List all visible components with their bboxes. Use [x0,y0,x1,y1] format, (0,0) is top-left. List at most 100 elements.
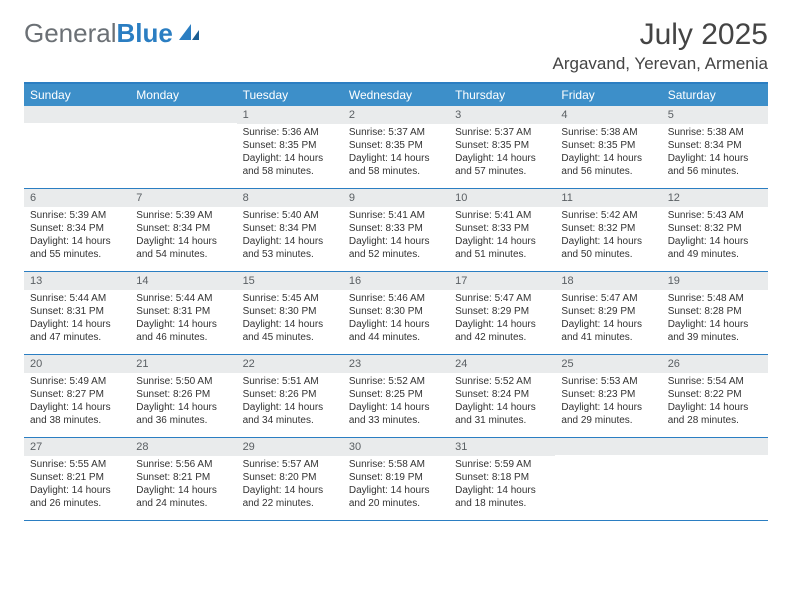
day-body: Sunrise: 5:55 AMSunset: 8:21 PMDaylight:… [24,456,130,514]
day-line: Sunrise: 5:38 AM [561,126,655,139]
day-line: Sunset: 8:33 PM [455,222,549,235]
day-line: Daylight: 14 hours [455,401,549,414]
day-cell: 5Sunrise: 5:38 AMSunset: 8:34 PMDaylight… [662,106,768,188]
day-line: and 56 minutes. [668,165,762,178]
day-body: Sunrise: 5:41 AMSunset: 8:33 PMDaylight:… [449,207,555,265]
day-cell: 6Sunrise: 5:39 AMSunset: 8:34 PMDaylight… [24,189,130,271]
day-line: Sunset: 8:35 PM [243,139,337,152]
day-cell: 9Sunrise: 5:41 AMSunset: 8:33 PMDaylight… [343,189,449,271]
day-cell: 19Sunrise: 5:48 AMSunset: 8:28 PMDayligh… [662,272,768,354]
day-line: Daylight: 14 hours [668,401,762,414]
day-line: Sunset: 8:19 PM [349,471,443,484]
day-body: Sunrise: 5:54 AMSunset: 8:22 PMDaylight:… [662,373,768,431]
day-line: Daylight: 14 hours [30,484,124,497]
day-line: Sunrise: 5:56 AM [136,458,230,471]
day-body [24,123,130,129]
day-cell: 27Sunrise: 5:55 AMSunset: 8:21 PMDayligh… [24,438,130,520]
day-cell: 23Sunrise: 5:52 AMSunset: 8:25 PMDayligh… [343,355,449,437]
day-line: Sunrise: 5:53 AM [561,375,655,388]
day-line: Daylight: 14 hours [668,235,762,248]
dow-wednesday: Wednesday [343,84,449,106]
day-body: Sunrise: 5:59 AMSunset: 8:18 PMDaylight:… [449,456,555,514]
day-number [555,438,661,455]
day-line: and 57 minutes. [455,165,549,178]
day-line: Sunrise: 5:45 AM [243,292,337,305]
day-cell: 22Sunrise: 5:51 AMSunset: 8:26 PMDayligh… [237,355,343,437]
dow-monday: Monday [130,84,236,106]
day-cell: 4Sunrise: 5:38 AMSunset: 8:35 PMDaylight… [555,106,661,188]
day-line: Sunrise: 5:43 AM [668,209,762,222]
day-line: Sunset: 8:34 PM [243,222,337,235]
week-row: 6Sunrise: 5:39 AMSunset: 8:34 PMDaylight… [24,189,768,272]
day-number: 31 [449,438,555,456]
day-line: Sunrise: 5:50 AM [136,375,230,388]
day-number: 23 [343,355,449,373]
day-number: 2 [343,106,449,124]
location: Argavand, Yerevan, Armenia [553,54,768,74]
day-line: Sunset: 8:23 PM [561,388,655,401]
day-line: Sunset: 8:21 PM [136,471,230,484]
day-line: Sunrise: 5:44 AM [30,292,124,305]
day-cell [130,106,236,188]
day-body: Sunrise: 5:52 AMSunset: 8:24 PMDaylight:… [449,373,555,431]
day-line: Sunset: 8:31 PM [30,305,124,318]
day-number: 25 [555,355,661,373]
day-line: Sunset: 8:32 PM [561,222,655,235]
day-cell [24,106,130,188]
day-line: Sunrise: 5:46 AM [349,292,443,305]
dow-saturday: Saturday [662,84,768,106]
day-line: Sunset: 8:25 PM [349,388,443,401]
day-line: Daylight: 14 hours [349,235,443,248]
day-number: 28 [130,438,236,456]
day-number [662,438,768,455]
day-number: 3 [449,106,555,124]
week-row: 27Sunrise: 5:55 AMSunset: 8:21 PMDayligh… [24,438,768,521]
day-number: 14 [130,272,236,290]
day-line: Daylight: 14 hours [561,152,655,165]
header: GeneralBlue July 2025 Argavand, Yerevan,… [24,18,768,74]
logo-text-blue: Blue [117,18,173,49]
day-number: 16 [343,272,449,290]
day-line: and 34 minutes. [243,414,337,427]
day-line: and 33 minutes. [349,414,443,427]
day-line: Sunrise: 5:51 AM [243,375,337,388]
day-cell: 12Sunrise: 5:43 AMSunset: 8:32 PMDayligh… [662,189,768,271]
day-line: Daylight: 14 hours [455,484,549,497]
day-line: Daylight: 14 hours [349,401,443,414]
day-line: and 50 minutes. [561,248,655,261]
day-line: and 51 minutes. [455,248,549,261]
day-body: Sunrise: 5:47 AMSunset: 8:29 PMDaylight:… [449,290,555,348]
day-line: Daylight: 14 hours [455,318,549,331]
day-line: Sunrise: 5:48 AM [668,292,762,305]
day-number: 27 [24,438,130,456]
day-number: 12 [662,189,768,207]
day-body: Sunrise: 5:49 AMSunset: 8:27 PMDaylight:… [24,373,130,431]
day-line: and 52 minutes. [349,248,443,261]
day-line: and 24 minutes. [136,497,230,510]
day-line: Daylight: 14 hours [243,318,337,331]
day-line: and 28 minutes. [668,414,762,427]
day-line: Sunrise: 5:47 AM [455,292,549,305]
dow-friday: Friday [555,84,661,106]
day-cell [662,438,768,520]
day-body: Sunrise: 5:56 AMSunset: 8:21 PMDaylight:… [130,456,236,514]
day-body: Sunrise: 5:38 AMSunset: 8:34 PMDaylight:… [662,124,768,182]
day-line: and 41 minutes. [561,331,655,344]
day-line: Sunrise: 5:41 AM [455,209,549,222]
day-line: Sunset: 8:34 PM [30,222,124,235]
day-line: and 22 minutes. [243,497,337,510]
day-line: and 53 minutes. [243,248,337,261]
day-number: 30 [343,438,449,456]
day-cell: 25Sunrise: 5:53 AMSunset: 8:23 PMDayligh… [555,355,661,437]
day-body: Sunrise: 5:50 AMSunset: 8:26 PMDaylight:… [130,373,236,431]
dow-thursday: Thursday [449,84,555,106]
day-cell: 13Sunrise: 5:44 AMSunset: 8:31 PMDayligh… [24,272,130,354]
day-line: Sunset: 8:30 PM [349,305,443,318]
day-number: 29 [237,438,343,456]
day-line: and 31 minutes. [455,414,549,427]
day-body: Sunrise: 5:45 AMSunset: 8:30 PMDaylight:… [237,290,343,348]
day-body: Sunrise: 5:36 AMSunset: 8:35 PMDaylight:… [237,124,343,182]
day-body: Sunrise: 5:58 AMSunset: 8:19 PMDaylight:… [343,456,449,514]
day-number: 20 [24,355,130,373]
day-body: Sunrise: 5:41 AMSunset: 8:33 PMDaylight:… [343,207,449,265]
